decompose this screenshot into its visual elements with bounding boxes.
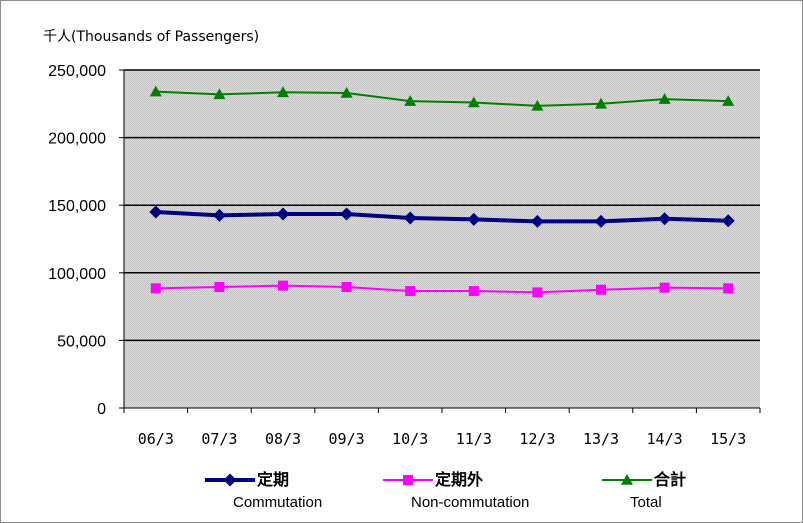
series-3	[149, 85, 735, 111]
legend-label: 合計	[654, 470, 687, 489]
data-point-square	[405, 286, 416, 297]
data-point-diamond	[149, 205, 163, 219]
x-tick-label: 11/3	[456, 430, 492, 448]
data-point-square	[659, 282, 670, 293]
x-tick-label: 12/3	[519, 430, 555, 448]
series-line	[155, 284, 729, 294]
legend-swatch	[602, 474, 652, 485]
data-point-diamond	[467, 212, 481, 226]
data-point-triangle	[213, 88, 226, 100]
plot-area	[124, 70, 760, 408]
series-1	[149, 205, 735, 228]
x-tick-label: 07/3	[201, 430, 237, 448]
data-point-triangle	[595, 97, 607, 109]
data-point-square	[532, 287, 543, 298]
data-point-diamond	[594, 214, 608, 228]
legend-label: 定期外	[435, 470, 484, 489]
data-point-diamond	[721, 214, 735, 228]
data-point-square	[214, 281, 225, 292]
x-tick-label: 13/3	[583, 430, 619, 448]
x-tick-label: 10/3	[392, 430, 428, 448]
data-point-square	[341, 281, 352, 292]
series-line	[155, 209, 729, 224]
legend-swatch	[383, 475, 433, 485]
data-point-square	[403, 475, 413, 485]
data-point-square	[150, 283, 161, 294]
data-point-triangle	[404, 95, 417, 106]
data-point-diamond	[403, 211, 417, 225]
data-point-square	[278, 280, 288, 291]
y-tick-label: 0	[97, 401, 106, 418]
x-tick-label: 14/3	[647, 430, 683, 448]
data-point-diamond	[223, 473, 237, 487]
x-tick-label: 15/3	[710, 430, 746, 448]
data-point-square	[723, 283, 734, 294]
x-tick-label: 09/3	[329, 430, 365, 448]
legend-label-en: Total	[630, 494, 662, 511]
legend-swatch	[205, 473, 255, 487]
legend-label-en: Non-commutation	[411, 494, 530, 511]
y-tick-label: 250,000	[48, 63, 106, 80]
data-point-diamond	[212, 208, 226, 222]
legend-item: 合計 Total	[602, 470, 686, 513]
data-point-triangle	[722, 95, 735, 106]
data-point-diamond	[276, 207, 290, 221]
x-tick-label: 08/3	[265, 430, 301, 448]
data-point-triangle	[340, 86, 353, 98]
data-point-triangle	[277, 86, 289, 98]
data-point-diamond	[340, 207, 354, 221]
y-tick-label: 200,000	[48, 131, 106, 148]
data-point-diamond	[658, 212, 672, 226]
legend-label: 定期	[257, 470, 290, 489]
y-tick-label: 150,000	[48, 198, 106, 215]
data-point-triangle	[467, 96, 480, 108]
data-point-square	[468, 286, 479, 297]
data-point-triangle	[658, 93, 671, 104]
data-point-triangle	[621, 474, 633, 485]
unit-label: 千人(Thousands of Passengers)	[43, 29, 260, 45]
series-line	[155, 90, 729, 107]
legend-item: 定期 Commutation	[205, 470, 322, 513]
data-point-triangle	[531, 99, 544, 111]
legend-item: 定期外 Non-commutation	[383, 470, 529, 513]
x-tick-label: 06/3	[138, 430, 174, 448]
data-point-diamond	[530, 214, 544, 228]
y-tick-label: 100,000	[48, 266, 106, 283]
y-tick-label: 50,000	[57, 333, 106, 350]
data-point-triangle	[149, 85, 162, 97]
series-2	[150, 280, 734, 298]
data-point-square	[596, 284, 606, 295]
legend-label-en: Commutation	[233, 494, 323, 511]
